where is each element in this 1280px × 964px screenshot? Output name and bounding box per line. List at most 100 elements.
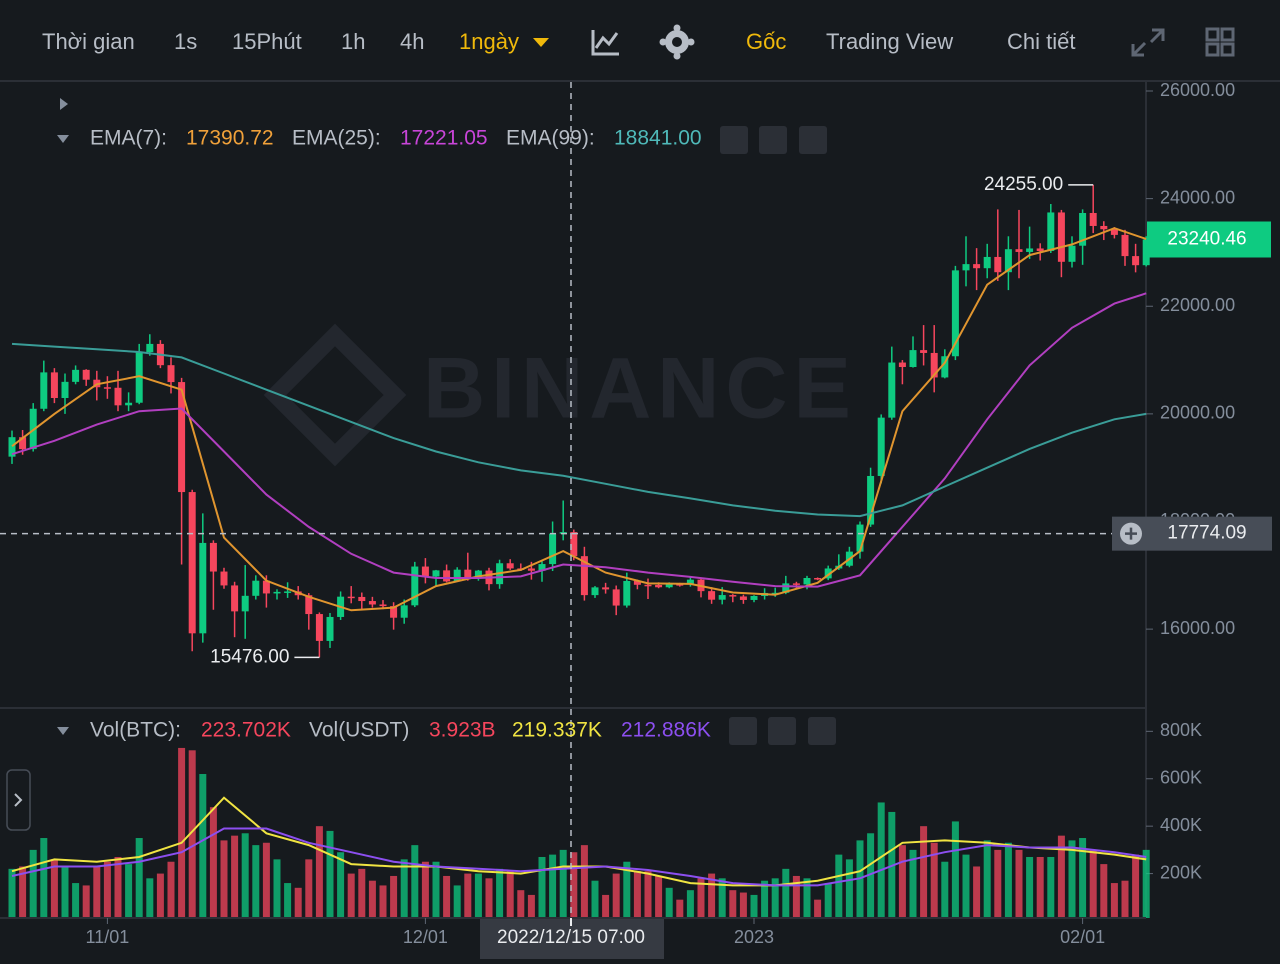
candle-body <box>135 352 143 403</box>
candle-body <box>506 563 514 569</box>
volume-bar <box>1142 849 1150 921</box>
volume-bar <box>19 866 27 921</box>
volume-bar <box>1004 842 1012 921</box>
volume-bar <box>262 842 270 921</box>
volume-bar <box>612 873 620 921</box>
ema-line <box>11 342 1147 518</box>
volume-bar <box>231 835 239 921</box>
volume-bar <box>686 890 694 921</box>
candle-body <box>464 569 472 578</box>
toolbar-item[interactable]: 4h <box>400 29 424 54</box>
volume-bar <box>708 873 716 921</box>
candle-body <box>273 591 281 594</box>
volume-bar <box>61 866 69 921</box>
indicator-icon[interactable] <box>591 30 619 56</box>
volume-bar <box>1057 835 1065 921</box>
volume-bar <box>517 890 525 921</box>
candle-body <box>920 350 928 353</box>
volume-bar <box>909 849 917 921</box>
volume-bar <box>50 859 58 921</box>
candle-body <box>1132 256 1140 266</box>
ema-line <box>11 227 1147 612</box>
volume-bar <box>390 875 398 921</box>
candle-body <box>1026 248 1034 252</box>
y-tick-label: 200K <box>1160 862 1202 882</box>
volume-bar <box>803 878 811 921</box>
legend-name: EMA(25): <box>292 127 381 150</box>
add-alert-plus <box>1125 527 1137 540</box>
candle-body <box>305 595 313 615</box>
collapse-icon[interactable] <box>57 135 69 143</box>
volume-bar <box>135 838 143 921</box>
toolbar-item[interactable]: Gốc <box>746 29 786 54</box>
settings-icon[interactable] <box>659 24 695 60</box>
volume-bar <box>623 861 631 921</box>
candle-body <box>220 571 228 586</box>
layout-icon[interactable] <box>1205 27 1235 57</box>
toolbar-item[interactable]: Trading View <box>826 29 953 54</box>
volume-bar <box>697 878 705 921</box>
candle-body <box>1068 245 1076 262</box>
candle-body <box>50 372 58 398</box>
volume-bar <box>347 873 355 921</box>
candle-body <box>1015 249 1023 252</box>
candle-body <box>241 595 249 612</box>
dropdown-icon[interactable] <box>533 38 549 47</box>
volume-bar <box>284 883 292 921</box>
volume-bar <box>1089 849 1097 921</box>
volume-bar <box>1026 856 1034 921</box>
toolbar-item[interactable]: 1s <box>174 29 197 54</box>
candle-body <box>453 569 461 582</box>
candle-body <box>400 605 408 618</box>
volume-bar <box>1036 856 1044 921</box>
candle-body <box>347 596 355 599</box>
volume-bar <box>930 842 938 921</box>
candle-body <box>146 343 154 353</box>
volume-bar <box>209 807 217 921</box>
volume-bar <box>655 875 663 921</box>
volume-bar <box>1121 880 1129 921</box>
volume-bar <box>951 821 959 921</box>
watermark-layer: BINANCE <box>263 323 851 467</box>
y-tick-label: 22000.00 <box>1160 295 1235 315</box>
toolbar-item[interactable]: 15Phút <box>232 29 302 54</box>
toolbar-item[interactable]: 1h <box>341 29 365 54</box>
candle-body <box>1100 225 1108 230</box>
candle-body <box>803 578 811 585</box>
watermark-logo <box>263 323 407 467</box>
candle-body <box>633 580 641 585</box>
y-tick-label: 600K <box>1160 768 1202 788</box>
volume-bar <box>856 840 864 921</box>
candle-body <box>591 587 599 596</box>
fullscreen-icon[interactable] <box>1131 28 1165 57</box>
candle-body <box>474 570 482 578</box>
volume-bar <box>305 859 313 921</box>
volume-bar <box>1068 840 1076 921</box>
annotation-label: 15476.00 <box>210 646 289 667</box>
toolbar-item[interactable]: Chi tiết <box>1007 29 1075 54</box>
volume-bar <box>199 774 207 921</box>
volume-bar <box>432 861 440 921</box>
candle-body <box>888 362 896 418</box>
volume-bar <box>633 871 641 921</box>
volume-bar <box>29 849 37 921</box>
legend-buttons[interactable] <box>720 126 836 745</box>
last-price-label: 23240.46 <box>1167 229 1246 250</box>
candle-body <box>1047 212 1055 251</box>
volume-bar <box>591 880 599 921</box>
y-tick-label: 24000.00 <box>1160 187 1235 207</box>
expand-icon[interactable] <box>60 98 68 110</box>
candle-body <box>1057 212 1065 262</box>
candle-body <box>1142 239 1150 266</box>
volume-bar <box>167 861 175 921</box>
candle-body <box>771 592 779 595</box>
collapse-icon[interactable] <box>57 727 69 735</box>
candle-body <box>644 584 652 587</box>
toolbar-item[interactable]: Thời gian <box>42 29 135 54</box>
volume-bar <box>241 833 249 921</box>
candle-body <box>379 604 387 607</box>
candle-body <box>443 570 451 582</box>
volume-bar <box>771 878 779 921</box>
side-toggle[interactable] <box>6 769 31 831</box>
toolbar-item[interactable]: 1ngày <box>459 29 519 54</box>
